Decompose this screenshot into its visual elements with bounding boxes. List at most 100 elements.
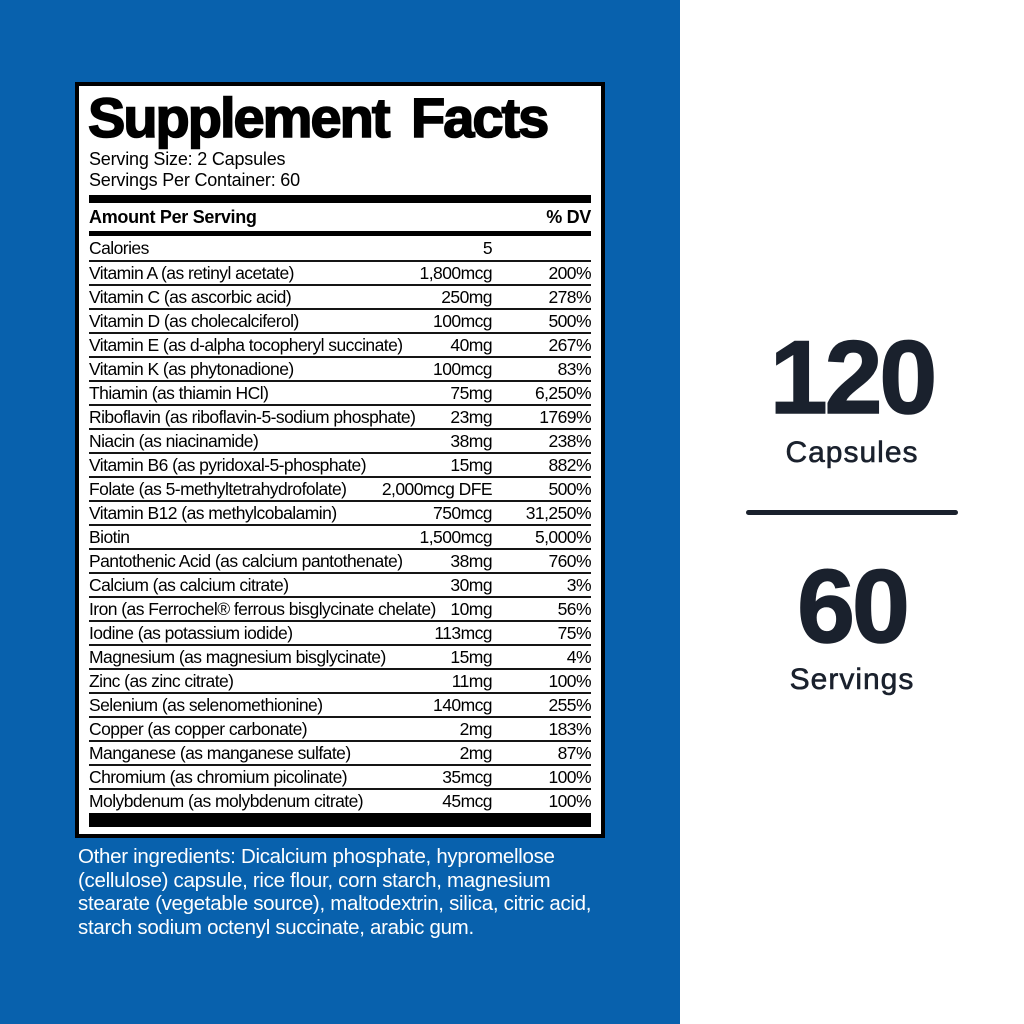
nutrient-amount: 100mcg [433, 310, 493, 331]
nutrient-amount: 38mg [450, 550, 492, 571]
nutrient-name: Niacin (as niacinamide) [89, 430, 259, 451]
nutrient-row: Vitamin D (as cholecalciferol) 100mcg 500% [89, 308, 592, 332]
nutrient-amount: 750mcg [433, 502, 493, 523]
nutrient-row: Vitamin B6 (as pyridoxal-5-phosphate) 15m… [89, 452, 592, 476]
nutrient-amount: 2mg [459, 742, 493, 763]
nutrient-amount: 1,500mcg [419, 526, 493, 547]
nutrient-name: Vitamin A (as retinyl acetate) [89, 262, 295, 283]
nutrient-dv: 760% [548, 550, 591, 571]
nutrient-row: Niacin (as niacinamide) 38mg 238% [89, 428, 592, 452]
nutrient-name: Copper (as copper carbonate) [89, 718, 308, 739]
nutrient-name: Calcium (as calcium citrate) [89, 574, 289, 595]
nutrient-dv: 183% [548, 718, 591, 739]
nutrient-amount: 23mg [450, 406, 492, 427]
nutrient-amount: 15mg [450, 646, 492, 667]
nutrient-dv: 100% [548, 670, 591, 691]
nutrient-row: Molybdenum (as molybdenum citrate) 45mcg 1… [89, 788, 592, 812]
nutrient-name: Vitamin B6 (as pyridoxal-5-phosphate) [89, 454, 367, 475]
nutrient-name: Vitamin C (as ascorbic acid) [89, 286, 292, 307]
nutrient-row: Vitamin C (as ascorbic acid) 250mg 278% [89, 284, 592, 308]
nutrient-amount: 140mcg [433, 694, 493, 715]
servings-per-container-text: Servings Per Container: 60 [89, 170, 300, 190]
nutrient-dv: 100% [548, 766, 591, 787]
nutrient-dv: 278% [548, 286, 591, 307]
nutrient-name: Calories [89, 237, 149, 258]
nutrient-row: Riboflavin (as riboflavin-5-sodium phosp… [89, 404, 592, 428]
nutrient-row: Vitamin E (as d-alpha tocopheryl succina… [89, 332, 592, 356]
divider-bar-thick [89, 195, 591, 203]
nutrient-dv: 255% [548, 694, 591, 715]
capsule-count: 120 [769, 320, 938, 436]
count-stack: 120 Capsules 60 Servings [680, 320, 1024, 697]
percent-dv-header: % DV [546, 207, 591, 227]
nutrient-amount: 250mg [441, 286, 492, 307]
nutrient-amount: 45mcg [442, 790, 492, 811]
serving-count: 60 [796, 549, 910, 665]
nutrient-amount: 30mg [450, 574, 492, 595]
nutrient-dv: 100% [548, 790, 591, 811]
nutrient-name: Folate (as 5-methyltetrahydrofolate) [89, 478, 347, 499]
nutrient-amount: 5 [482, 237, 493, 258]
nutrient-amount: 38mg [450, 430, 492, 451]
nutrient-row: Vitamin B12 (as methylcobalamin) 750mcg 31… [89, 500, 592, 524]
nutrient-row: Chromium (as chromium picolinate) 35mcg 10… [89, 764, 592, 788]
nutrient-dv: 75% [557, 622, 592, 643]
nutrient-name: Biotin [89, 526, 130, 547]
nutrient-dv: 6,250% [534, 382, 592, 403]
nutrient-amount: 35mcg [442, 766, 492, 787]
nutrient-name: Manganese (as manganese sulfate) [89, 742, 351, 763]
nutrient-row: Folate (as 5-methyltetrahydrofolate) 2,00… [89, 476, 592, 500]
supplement-facts-title: Supplement Facts [87, 86, 550, 149]
amount-per-serving-header: Amount Per Serving [89, 207, 257, 227]
nutrient-dv: 500% [548, 310, 591, 331]
nutrient-name: Iron (as Ferrochel® ferrous bisglycinate… [89, 598, 436, 619]
nutrient-name: Vitamin E (as d-alpha tocopheryl succina… [89, 334, 403, 355]
table-header-row: Amount Per Serving % DV [89, 203, 591, 231]
serving-count-label: Servings [789, 663, 915, 697]
nutrient-name: Selenium (as selenomethionine) [89, 694, 323, 715]
nutrient-row: Iron (as Ferrochel® ferrous bisglycinate… [89, 596, 592, 620]
nutrient-dv: 83% [557, 358, 592, 379]
nutrient-name: Molybdenum (as molybdenum citrate) [89, 790, 364, 811]
nutrient-dv: 4% [566, 646, 592, 667]
nutrient-row: Magnesium (as magnesium bisglycinate) 15m… [89, 644, 592, 668]
nutrient-dv: 87% [557, 742, 592, 763]
capsule-count-label: Capsules [785, 436, 919, 470]
right-white-panel: 120 Capsules 60 Servings [680, 0, 1024, 1024]
nutrient-dv: 267% [548, 334, 591, 355]
nutrient-row: Vitamin A (as retinyl acetate) 1,800mcg 20… [89, 260, 592, 284]
nutrient-name: Zinc (as zinc citrate) [89, 670, 234, 691]
nutrient-name: Riboflavin (as riboflavin-5-sodium phosp… [89, 406, 416, 427]
nutrient-row: Zinc (as zinc citrate) 11mg 100% [89, 668, 592, 692]
nutrient-row: Vitamin K (as phytonadione) 100mcg 83% [89, 356, 592, 380]
nutrient-dv: 200% [548, 262, 591, 283]
nutrient-table: Calories 5 Vitamin A (as retinyl acetate)… [89, 236, 592, 812]
nutrient-name: Pantothenic Acid (as calcium pantothenat… [89, 550, 403, 571]
nutrient-amount: 2,000mcg DFE [381, 478, 493, 499]
nutrient-dv: 56% [557, 598, 592, 619]
serving-size-text: Serving Size: 2 Capsules [89, 149, 286, 169]
nutrient-dv: 1769% [539, 406, 591, 427]
nutrient-name: Magnesium (as magnesium bisglycinate) [89, 646, 386, 667]
nutrient-row: Calories 5 [89, 236, 591, 260]
nutrient-amount: 2mg [459, 718, 493, 739]
nutrient-row: Manganese (as manganese sulfate) 2mg 87% [89, 740, 592, 764]
nutrient-row: Biotin 1,500mcg 5,000% [89, 524, 592, 548]
nutrient-name: Vitamin B12 (as methylcobalamin) [89, 502, 337, 523]
divider-bar-medium [89, 231, 591, 236]
count-divider [746, 510, 958, 515]
nutrient-amount: 40mg [450, 334, 492, 355]
nutrient-name: Thiamin (as thiamin HCl) [89, 382, 269, 403]
nutrient-amount: 100mcg [433, 358, 493, 379]
other-ingredients-text: Other ingredients: Dicalcium phosphate, … [78, 845, 592, 939]
nutrient-dv: 882% [548, 454, 591, 475]
nutrient-name: Vitamin K (as phytonadione) [89, 358, 294, 379]
nutrient-dv: 31,250% [525, 502, 592, 523]
nutrient-amount: 75mg [450, 382, 492, 403]
nutrient-amount: 11mg [451, 670, 493, 691]
nutrient-amount: 113mcg [434, 622, 492, 643]
nutrient-row: Copper (as copper carbonate) 2mg 183% [89, 716, 592, 740]
nutrient-name: Chromium (as chromium picolinate) [89, 766, 348, 787]
nutrient-dv: 3% [566, 574, 592, 595]
nutrient-row: Thiamin (as thiamin HCl) 75mg 6,250% [89, 380, 592, 404]
